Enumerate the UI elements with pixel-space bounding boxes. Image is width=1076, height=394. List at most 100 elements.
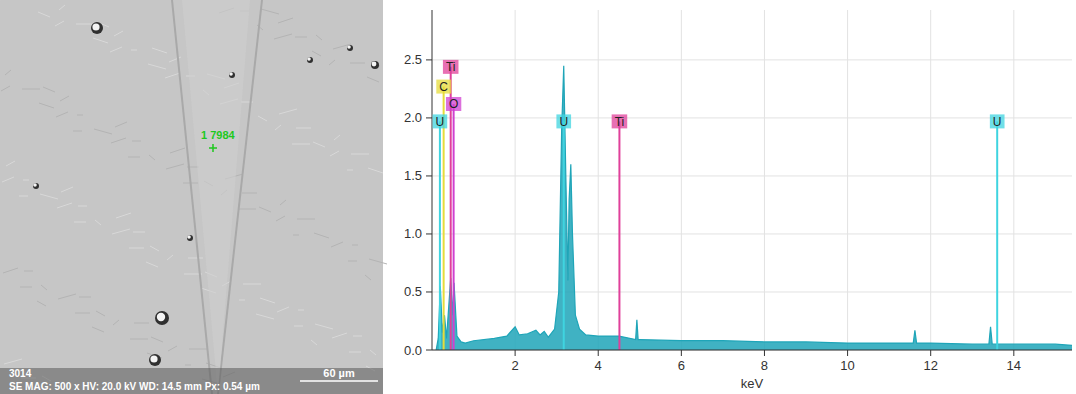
element-label: Ti xyxy=(615,115,625,129)
particle xyxy=(229,72,235,78)
texture xyxy=(4,359,22,364)
particle xyxy=(371,61,379,69)
tick xyxy=(764,350,765,356)
texture xyxy=(129,248,144,249)
tick-label: 2.5 xyxy=(404,52,422,67)
tick-label: 4 xyxy=(595,358,602,373)
texture xyxy=(351,154,369,155)
texture xyxy=(2,177,14,182)
texture xyxy=(260,298,275,303)
texture xyxy=(238,209,256,210)
particle-highlight xyxy=(347,45,351,49)
element-label-box xyxy=(433,114,448,128)
texture xyxy=(151,337,163,342)
grid-line xyxy=(432,175,1072,176)
texture xyxy=(39,103,54,108)
texture xyxy=(347,170,353,171)
tick xyxy=(426,117,432,118)
element-label: Ti xyxy=(446,60,456,74)
texture xyxy=(24,271,33,272)
particle xyxy=(149,354,161,366)
texture xyxy=(6,161,15,166)
grid-line xyxy=(764,10,765,350)
texture xyxy=(296,128,311,129)
tick xyxy=(930,350,931,356)
tick xyxy=(426,233,432,234)
element-label: O xyxy=(449,97,458,111)
texture xyxy=(94,129,112,134)
texture xyxy=(19,196,28,197)
texture xyxy=(313,142,325,147)
texture xyxy=(40,194,58,199)
texture xyxy=(297,219,315,220)
sem-background xyxy=(0,0,383,394)
particle xyxy=(347,45,353,51)
texture xyxy=(133,232,145,233)
grid-line xyxy=(432,117,1072,118)
texture xyxy=(350,63,365,64)
texture xyxy=(168,346,177,351)
texture xyxy=(165,73,180,78)
element-labels: TiCOUUTiU xyxy=(433,60,1005,129)
axis-title: keV xyxy=(741,376,764,391)
texture xyxy=(114,31,123,36)
texture xyxy=(279,109,297,114)
info-text: SE MAG: 500 x HV: 20.0 kV WD: 14.5 mm Px… xyxy=(9,381,260,392)
texture xyxy=(134,323,149,324)
detector-id: 3014 xyxy=(9,368,32,379)
texture xyxy=(115,122,127,127)
texture xyxy=(369,259,387,264)
tick xyxy=(426,175,432,176)
texture xyxy=(292,144,310,145)
tick-label: 2 xyxy=(511,358,518,373)
texture xyxy=(1,86,10,91)
texture xyxy=(96,311,105,316)
particle xyxy=(307,57,313,63)
particle xyxy=(91,22,103,34)
texture xyxy=(329,60,335,65)
texture xyxy=(353,336,362,337)
texture xyxy=(43,87,55,92)
texture xyxy=(334,135,340,140)
texture xyxy=(278,18,293,23)
grid-line xyxy=(432,233,1072,234)
texture xyxy=(370,350,376,355)
element-label-box xyxy=(443,60,459,74)
texture xyxy=(75,313,90,314)
particle-highlight xyxy=(372,62,377,67)
texture xyxy=(261,9,279,14)
annotation: 1 7984 xyxy=(201,129,236,141)
texture xyxy=(295,37,307,38)
canvas: 1 7984 3014 SE MAG: 500 x HV: 20.0 kV WD: … xyxy=(0,0,1076,394)
texture xyxy=(185,365,191,366)
texture xyxy=(152,48,167,53)
tick-label: 1.5 xyxy=(404,168,422,183)
texture xyxy=(298,310,304,311)
tick-label: 2.0 xyxy=(404,110,422,125)
texture xyxy=(352,245,358,246)
tick-label: 1.0 xyxy=(404,226,422,241)
texture xyxy=(274,34,292,39)
texture xyxy=(79,297,91,298)
texture xyxy=(61,187,73,192)
tick-label: 14 xyxy=(1007,358,1021,373)
texture xyxy=(95,220,101,225)
texture xyxy=(41,285,47,290)
texture xyxy=(110,47,122,52)
texture xyxy=(243,284,261,285)
texture xyxy=(128,157,140,158)
spectrum-line xyxy=(436,66,1072,350)
texture xyxy=(348,261,357,262)
texture xyxy=(188,258,203,259)
texture xyxy=(312,51,321,56)
tick xyxy=(681,350,682,356)
texture xyxy=(275,125,281,130)
particle-highlight xyxy=(157,313,165,321)
grid-line xyxy=(1013,10,1014,350)
particle xyxy=(187,235,193,241)
texture xyxy=(280,200,286,205)
texture xyxy=(74,222,86,223)
texture xyxy=(330,151,339,156)
texture xyxy=(293,235,299,236)
element-label-box xyxy=(612,114,628,128)
